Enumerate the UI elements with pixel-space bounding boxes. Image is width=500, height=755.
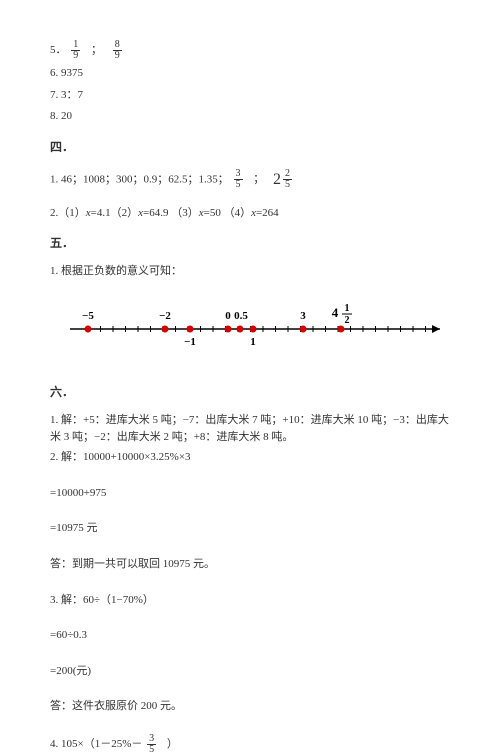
s6-line7: =60÷0.3 [50, 627, 450, 645]
sep: ； [91, 44, 102, 56]
s4-line2: 2.（1）x=4.1（2）x=64.9 （3）x=50 （4）x=264 [50, 205, 450, 223]
fraction-3-5-b: 3 5 [147, 734, 156, 755]
section-6-head: 六． [50, 383, 450, 402]
mixed-2-2-5: 2 2 5 [273, 167, 294, 193]
text-a: 4. 105×（1－25%－ [50, 738, 142, 750]
number-line-svg: −5−200.53−11412 [50, 299, 450, 359]
svg-text:−2: −2 [159, 310, 171, 322]
sep: ； [253, 173, 264, 185]
svg-text:−1: −1 [184, 336, 196, 348]
s6-line5: 答：到期一共可以取回 10975 元。 [50, 556, 450, 574]
s5-line1: 1. 根据正负数的意义可知： [50, 263, 450, 281]
section-4-head: 四． [50, 138, 450, 157]
text: 1. 46；1008；300；0.9；62.5；1.35； [50, 173, 229, 185]
answer-8: 8. 20 [50, 108, 450, 126]
s4-line1: 1. 46；1008；300；0.9；62.5；1.35； 3 5 ； 2 2 … [50, 167, 450, 193]
svg-text:−5: −5 [82, 310, 94, 322]
text: 2.（1）x=4.1（2）x=64.9 （3）x=50 （4）x=264 [50, 207, 279, 219]
answer-5: 5． 1 9 ； 8 9 [50, 40, 450, 61]
answer-6: 6. 9375 [50, 65, 450, 83]
s6-line2: 2. 解：10000+10000×3.25%×3 [50, 449, 450, 467]
svg-text:0.5: 0.5 [234, 310, 248, 322]
s6-line3: =10000+975 [50, 485, 450, 503]
number-line: −5−200.53−11412 [50, 299, 450, 359]
s6-line10: 4. 105×（1－25%－ 3 5 ） [50, 734, 450, 755]
svg-text:2: 2 [345, 315, 350, 326]
svg-text:1: 1 [250, 336, 256, 348]
svg-text:1: 1 [345, 303, 350, 314]
s6-line9: 答：这件衣服原价 200 元。 [50, 698, 450, 716]
label: 5． [50, 44, 67, 56]
svg-text:0: 0 [225, 310, 231, 322]
s6-line8: =200(元) [50, 663, 450, 681]
svg-text:4: 4 [332, 305, 339, 320]
fraction-1-9: 1 9 [71, 40, 80, 61]
fraction-8-9: 8 9 [113, 40, 122, 61]
answer-7: 7. 3：7 [50, 87, 450, 105]
s6-line4: =10975 元 [50, 520, 450, 538]
fraction-3-5: 3 5 [234, 169, 243, 190]
svg-text:3: 3 [300, 310, 306, 322]
s6-line1: 1. 解：+5：进库大米 5 吨；−7：出库大米 7 吨；+10：进库大米 10… [50, 412, 450, 445]
section-5-head: 五． [50, 234, 450, 253]
s6-line6: 3. 解：60÷（1−70%） [50, 592, 450, 610]
text-b: ） [167, 738, 178, 750]
